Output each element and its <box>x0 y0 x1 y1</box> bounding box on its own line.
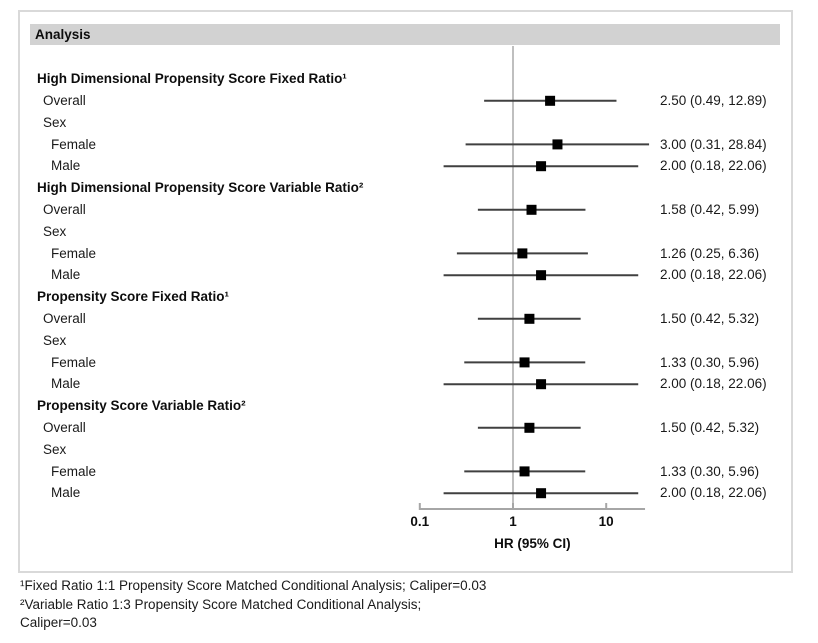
row-label: Female <box>51 245 97 261</box>
group-title: High Dimensional Propensity Score Variab… <box>37 180 364 196</box>
row-label: Overall <box>43 419 86 435</box>
row-label: Overall <box>43 92 86 108</box>
footnote-line: ¹Fixed Ratio 1:1 Propensity Score Matche… <box>20 578 487 593</box>
hr-ci-value: 2.00 (0.18, 22.06) <box>660 485 767 501</box>
hr-ci-value: 2.00 (0.18, 22.06) <box>660 376 767 392</box>
hr-ci-value: 1.50 (0.42, 5.32) <box>660 310 760 326</box>
hr-ci-value: 1.26 (0.25, 6.36) <box>660 245 760 261</box>
row-label: Female <box>51 136 97 152</box>
footnote-line: ²Variable Ratio 1:3 Propensity Score Mat… <box>20 596 422 612</box>
row-label: Male <box>51 485 81 501</box>
x-tick-label: 0.1 <box>410 514 430 529</box>
hr-ci-value: 2.50 (0.49, 12.89) <box>660 92 767 108</box>
group-title: Propensity Score Variable Ratio² <box>37 398 246 414</box>
plot-area <box>18 10 793 573</box>
hr-ci-value: 3.00 (0.31, 28.84) <box>660 136 767 152</box>
row-label: Male <box>51 158 81 174</box>
x-tick-label: 1 <box>509 514 517 529</box>
analysis-header-bar: Analysis <box>30 24 780 45</box>
row-label: Sex <box>43 114 67 130</box>
group-title: Propensity Score Fixed Ratio¹ <box>37 289 230 305</box>
row-label: Sex <box>43 223 67 239</box>
row-label: Overall <box>43 310 86 326</box>
row-label: Female <box>51 354 97 370</box>
analysis-header-label: Analysis <box>35 27 91 42</box>
row-label: Overall <box>43 201 86 217</box>
hr-ci-value: 1.50 (0.42, 5.32) <box>660 419 760 435</box>
group-title: High Dimensional Propensity Score Fixed … <box>37 71 347 87</box>
hr-ci-value: 2.00 (0.18, 22.06) <box>660 158 767 174</box>
row-label: Male <box>51 376 81 392</box>
x-tick-label: 10 <box>598 514 614 529</box>
hr-ci-value: 1.33 (0.30, 5.96) <box>660 463 760 479</box>
footnote-line: Caliper=0.03 <box>20 615 97 631</box>
x-axis-title: HR (95% CI) <box>494 536 571 551</box>
hr-ci-value: 1.33 (0.30, 5.96) <box>660 354 760 370</box>
row-label: Sex <box>43 441 67 457</box>
row-label: Female <box>51 463 97 479</box>
row-label: Male <box>51 267 81 283</box>
hr-ci-value: 2.00 (0.18, 22.06) <box>660 267 767 283</box>
footnotes: ¹Fixed Ratio 1:1 Propensity Score Matche… <box>20 577 486 633</box>
row-label: Sex <box>43 332 67 348</box>
hr-ci-value: 1.58 (0.42, 5.99) <box>660 201 760 217</box>
